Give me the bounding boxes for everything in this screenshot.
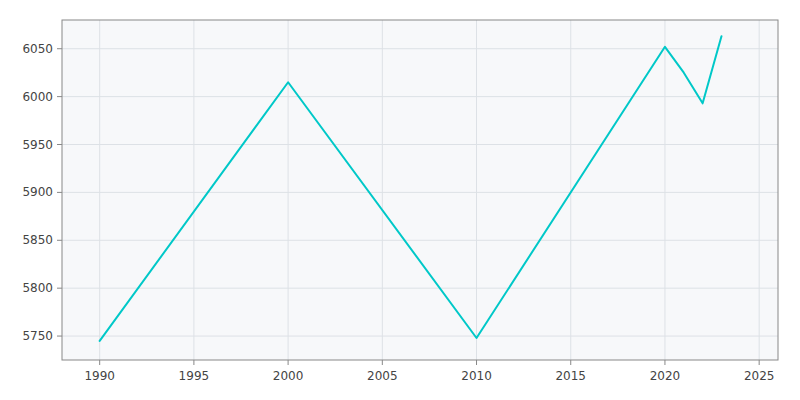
x-tick-label: 2015: [555, 369, 586, 383]
x-grid-line: [759, 20, 760, 360]
y-grid-line: [62, 192, 778, 193]
x-grid-line: [570, 20, 571, 360]
y-tick: [57, 48, 62, 49]
y-grid-line: [62, 48, 778, 49]
chart: 1990 1995 2000 2005 2010 2015 2020 2025 5750 5800…: [0, 0, 800, 400]
page: {"chart_data": {"type": "line", "x": [19…: [0, 0, 800, 400]
y-tick: [57, 336, 62, 337]
x-grid-line: [382, 20, 383, 360]
plot-frame: [62, 20, 778, 360]
y-grid-line: [62, 96, 778, 97]
y-tick-label: 5750: [22, 329, 53, 343]
x-tick: [288, 360, 289, 365]
y-tick: [57, 288, 62, 289]
x-tick: [99, 360, 100, 365]
x-grid-line: [476, 20, 477, 360]
y-tick-label: 5800: [22, 281, 53, 295]
data-line: [100, 36, 722, 341]
y-grid-line: [62, 336, 778, 337]
plot-background: [62, 20, 778, 360]
x-grid-line: [99, 20, 100, 360]
grid: [57, 20, 778, 365]
y-tick-label: 6050: [22, 42, 53, 56]
x-tick: [382, 360, 383, 365]
x-tick: [476, 360, 477, 365]
x-grid-line: [664, 20, 665, 360]
y-tick: [57, 240, 62, 241]
x-tick-label: 2005: [367, 369, 398, 383]
y-grid-line: [62, 144, 778, 145]
chart-container: 1990 1995 2000 2005 2010 2015 2020 2025 5750 5800…: [0, 0, 800, 400]
y-tick-label: 5950: [22, 138, 53, 152]
y-tick: [57, 192, 62, 193]
x-tick: [759, 360, 760, 365]
x-tick: [664, 360, 665, 365]
x-tick: [193, 360, 194, 365]
y-grid-line: [62, 288, 778, 289]
y-tick-label: 5850: [22, 233, 53, 247]
x-tick-label: 1990: [84, 369, 115, 383]
y-tick: [57, 96, 62, 97]
x-grid-line: [288, 20, 289, 360]
x-tick-label: 2025: [744, 369, 775, 383]
x-grid-line: [193, 20, 194, 360]
y-grid-line: [62, 240, 778, 241]
data-layer: [100, 36, 722, 341]
x-tick-label: 2000: [273, 369, 304, 383]
tick-labels: 1990 1995 2000 2005 2010 2015 2020 2025 5750 5800…: [22, 42, 774, 383]
y-tick-label: 6000: [22, 90, 53, 104]
x-tick-label: 1995: [179, 369, 210, 383]
y-tick: [57, 144, 62, 145]
x-tick-label: 2010: [461, 369, 492, 383]
y-tick-label: 5900: [22, 185, 53, 199]
x-tick: [570, 360, 571, 365]
x-tick-label: 2020: [650, 369, 681, 383]
